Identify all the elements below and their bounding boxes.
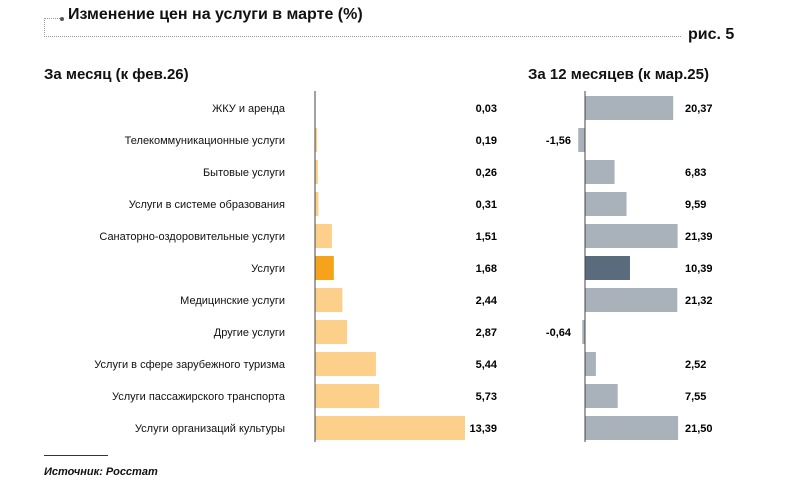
right-value-label: 21,32 (685, 295, 713, 307)
right-value-label: 2,52 (685, 359, 706, 371)
title-frame-dotted (44, 18, 681, 37)
category-label: Санаторно-оздоровительные услуги (99, 231, 285, 243)
right-bar (578, 128, 585, 152)
right-bar (585, 416, 679, 440)
left-bar (315, 128, 318, 152)
category-label: Услуги в сфере зарубежного туризма (94, 359, 286, 371)
chart-title: Изменение цен на услуги в марте (%) (68, 6, 363, 23)
right-bar (585, 224, 678, 248)
category-label: Услуги (251, 263, 285, 275)
right-value-label: 6,83 (685, 167, 706, 179)
category-label: Другие услуги (214, 327, 285, 339)
category-label: Бытовые услуги (203, 167, 285, 179)
left-bar (315, 416, 465, 440)
right-value-label: -0,64 (546, 327, 572, 339)
category-label: ЖКУ и аренда (212, 103, 286, 115)
left-value-label: 0,31 (476, 199, 497, 211)
right-bar (585, 96, 674, 120)
left-panel-title: За месяц (к фев.26) (44, 66, 189, 83)
left-bar (315, 288, 343, 312)
left-value-label: 0,26 (476, 167, 497, 179)
right-bar (585, 352, 596, 376)
right-bar (585, 288, 678, 312)
left-bar (315, 192, 319, 216)
category-label: Услуги в системе образования (129, 199, 285, 211)
left-value-label: 5,73 (476, 391, 497, 403)
category-label: Услуги пассажирского транспорта (112, 391, 286, 403)
left-bar (315, 352, 376, 376)
right-value-label: 7,55 (685, 391, 706, 403)
left-value-label: 1,68 (476, 263, 497, 275)
right-value-label: 10,39 (685, 263, 713, 275)
right-value-label: 20,37 (685, 103, 713, 115)
figure-label: рис. 5 (688, 26, 735, 43)
left-bar (315, 256, 334, 280)
right-value-label: 21,50 (685, 423, 713, 435)
source-divider (44, 455, 108, 456)
left-bar (315, 320, 348, 344)
source-note: Источник: Росстат (44, 466, 158, 478)
left-value-label: 1,51 (476, 231, 497, 243)
left-value-label: 5,44 (476, 359, 498, 371)
category-label: Телекоммуникационные услуги (125, 135, 285, 147)
right-value-label: 21,39 (685, 231, 713, 243)
left-value-label: 0,03 (476, 103, 497, 115)
category-label: Медицинские услуги (180, 295, 285, 307)
left-value-label: 13,39 (469, 423, 497, 435)
left-value-label: 2,87 (476, 327, 497, 339)
left-bar (315, 160, 318, 184)
left-bar (315, 224, 332, 248)
title-frame (44, 18, 60, 19)
right-bar (585, 384, 618, 408)
left-value-label: 2,44 (476, 295, 498, 307)
right-bar (585, 192, 627, 216)
right-panel-title: За 12 месяцев (к мар.25) (528, 66, 709, 83)
right-bar (585, 160, 615, 184)
left-value-label: 0,19 (476, 135, 497, 147)
right-bar (585, 256, 630, 280)
right-value-label: -1,56 (546, 135, 571, 147)
right-value-label: 9,59 (685, 199, 706, 211)
title-bullet-icon (60, 17, 64, 21)
right-bar (582, 320, 585, 344)
category-label: Услуги организаций культуры (135, 423, 285, 435)
left-bar (315, 384, 380, 408)
